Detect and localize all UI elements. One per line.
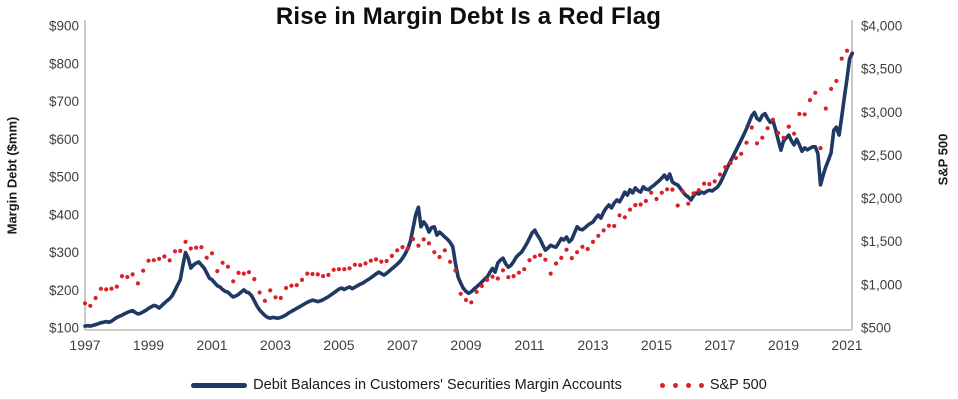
legend-label-sp500: S&P 500	[709, 377, 767, 393]
right-axis-tick-label: $500	[861, 321, 891, 336]
legend-red-dot	[685, 382, 691, 388]
x-axis-tick-label: 2015	[641, 337, 672, 353]
left-axis-tick-label: $700	[49, 94, 79, 109]
legend-red-dot	[659, 382, 665, 388]
right-axis-tick-label: $4,000	[861, 19, 902, 34]
x-axis-tick-label: 1999	[133, 337, 164, 353]
right-axis-title: S&P 500	[935, 133, 951, 186]
x-axis-tick-label: 2017	[704, 337, 735, 353]
chart-title: Rise in Margin Debt Is a Red Flag	[275, 3, 662, 30]
right-axis-tick-label: $2,500	[861, 148, 902, 163]
left-axis-tick-label: $200	[49, 283, 79, 298]
left-axis-tick-label: $500	[49, 170, 79, 185]
x-axis-tick-label: 2003	[260, 337, 291, 353]
legend-item-sp500: S&P 500	[632, 377, 767, 393]
x-axis-tick-label: 2005	[323, 337, 354, 353]
left-axis-tick-label: $400	[49, 207, 79, 222]
left-axis-tick-label: $600	[49, 132, 79, 147]
legend-red-dot	[698, 382, 704, 388]
sp500-dots-swatch	[659, 382, 704, 388]
left-axis-tick-label: $300	[49, 245, 79, 260]
left-axis-tick-label: $800	[49, 56, 79, 71]
legend: Debit Balances in Customers' Securities …	[0, 377, 958, 393]
right-axis-tick-label: $2,000	[861, 191, 902, 206]
legend-label-margin-debt: Debit Balances in Customers' Securities …	[253, 377, 622, 393]
margin-debt-line-swatch	[191, 382, 248, 388]
x-axis-tick-label: 2013	[577, 337, 608, 353]
margin-debt-line	[83, 51, 855, 328]
left-axis-tick-label: $100	[49, 321, 79, 336]
right-axis-tick-label: $3,500	[861, 62, 902, 77]
x-axis-tick-label: 2009	[450, 337, 481, 353]
right-axis-tick-label: $1,000	[861, 277, 902, 292]
x-axis-tick-label: 2019	[768, 337, 799, 353]
x-axis-tick-label: 2007	[387, 337, 418, 353]
right-axis-tick-label: $3,000	[861, 105, 902, 120]
left-axis-title: Margin Debt ($mm)	[4, 116, 20, 235]
legend-red-dot	[672, 382, 678, 388]
sp500-dotted-line	[82, 48, 850, 308]
x-axis-tick-label: 1997	[69, 337, 100, 353]
right-axis-tick-label: $1,500	[861, 234, 902, 249]
x-axis-tick-label: 2021	[831, 337, 862, 353]
x-axis-tick-label: 2011	[514, 337, 544, 353]
legend-item-margin-debt: Debit Balances in Customers' Securities …	[191, 377, 622, 393]
x-axis-tick-label: 2001	[196, 337, 227, 353]
left-axis-tick-label: $900	[49, 19, 79, 34]
